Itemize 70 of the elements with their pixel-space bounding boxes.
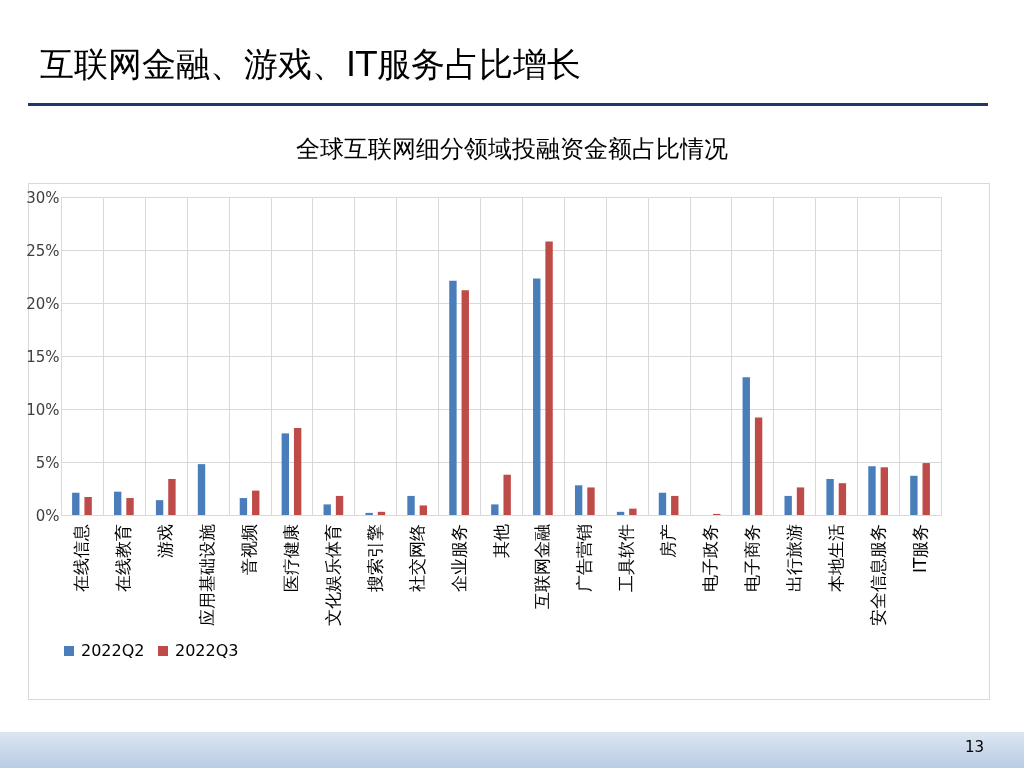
bar bbox=[491, 504, 499, 515]
bar bbox=[155, 500, 164, 515]
bar bbox=[168, 478, 176, 515]
bar bbox=[754, 417, 763, 515]
x-tick-label: 游戏 bbox=[155, 523, 176, 558]
y-tick-label: 15% bbox=[26, 347, 60, 366]
x-tick-label: 社交网络 bbox=[406, 523, 427, 592]
x-tick-label: 本地生活 bbox=[825, 523, 846, 592]
x-tick-label: 电子政务 bbox=[700, 523, 721, 592]
x-tick-label: 电子商务 bbox=[741, 523, 762, 592]
x-tick-label: 医疗健康 bbox=[280, 523, 301, 592]
bar bbox=[910, 475, 918, 515]
bar bbox=[239, 498, 248, 515]
bar bbox=[671, 495, 679, 515]
bar bbox=[197, 464, 206, 515]
bar bbox=[335, 495, 344, 515]
bar bbox=[880, 467, 888, 515]
bar bbox=[796, 487, 805, 515]
bar bbox=[629, 508, 637, 515]
bar bbox=[365, 512, 373, 515]
text: 13 bbox=[964, 738, 984, 756]
y-tick-label: 30% bbox=[26, 188, 60, 207]
x-tick-label: 搜索引擎 bbox=[364, 523, 385, 592]
x-tick-label: 广告营销 bbox=[574, 523, 595, 592]
bar bbox=[84, 496, 92, 515]
bar bbox=[72, 492, 80, 515]
x-tick-label: 互联网金融 bbox=[532, 523, 553, 609]
bar bbox=[533, 278, 541, 515]
legend-label: 2022Q2 bbox=[81, 641, 145, 660]
x-tick-label: 企业服务 bbox=[448, 523, 469, 592]
bar bbox=[503, 474, 511, 515]
bar bbox=[545, 241, 553, 515]
chart-title: 互联网金融、游戏、IT服务占比增长 bbox=[40, 43, 581, 86]
bar bbox=[252, 490, 260, 515]
bar bbox=[461, 290, 469, 515]
x-tick-label: IT服务 bbox=[909, 523, 930, 573]
x-tick-label: 安全信息服务 bbox=[867, 523, 888, 626]
x-tick-label: 音视频 bbox=[239, 523, 260, 575]
legend-label: 2022Q3 bbox=[175, 641, 239, 660]
bar bbox=[126, 498, 134, 515]
bar bbox=[742, 377, 750, 515]
bar bbox=[658, 492, 667, 515]
bar bbox=[922, 463, 930, 515]
x-tick-label: 应用基础设施 bbox=[197, 523, 218, 626]
bar bbox=[281, 433, 290, 515]
x-tick-label: 房产 bbox=[658, 523, 679, 558]
y-tick-label: 0% bbox=[35, 506, 60, 525]
x-tick-label: 在线教育 bbox=[113, 523, 134, 592]
x-tick-label: 工具软件 bbox=[616, 523, 637, 592]
x-tick-label: 文化娱乐体育 bbox=[322, 523, 343, 626]
x-tick-label: 在线信息 bbox=[71, 523, 92, 592]
bar bbox=[587, 487, 595, 515]
y-tick-label: 10% bbox=[26, 400, 60, 419]
bar bbox=[868, 466, 876, 515]
bar bbox=[407, 495, 415, 515]
bar bbox=[323, 504, 331, 515]
bar bbox=[419, 505, 428, 515]
x-tick-label: 其他 bbox=[490, 523, 511, 558]
bar bbox=[838, 483, 847, 515]
bar bbox=[114, 491, 122, 515]
bar bbox=[826, 478, 834, 515]
y-tick-label: 25% bbox=[26, 241, 60, 260]
chart-subtitle: 全球互联网细分领域投融资金额占比情况 bbox=[295, 134, 729, 165]
y-tick-label: 5% bbox=[35, 453, 60, 472]
bar bbox=[449, 280, 457, 515]
bar bbox=[574, 485, 583, 515]
bar bbox=[293, 428, 302, 515]
bar bbox=[784, 495, 792, 515]
y-tick-label: 20% bbox=[26, 294, 60, 313]
x-tick-label: 出行旅游 bbox=[783, 523, 804, 592]
